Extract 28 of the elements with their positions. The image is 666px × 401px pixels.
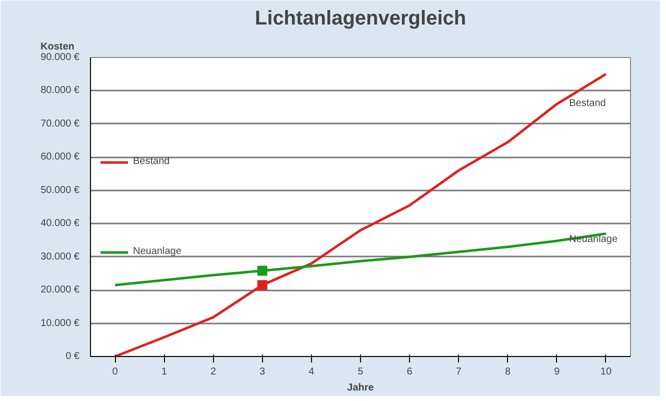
x-tick-label: 2 bbox=[210, 366, 216, 378]
y-tick-label: 60.000 € bbox=[40, 152, 80, 163]
y-tick-label: 20.000 € bbox=[40, 284, 80, 296]
y-tick-label: 80.000 € bbox=[40, 85, 80, 96]
x-axis-title: Jahre bbox=[347, 382, 374, 394]
y-tick-label: 10.000 € bbox=[40, 318, 80, 329]
x-tick-label: 0 bbox=[112, 366, 118, 378]
x-tick-label: 5 bbox=[358, 366, 364, 378]
x-tick-label: 3 bbox=[260, 366, 266, 378]
legend-label: Bestand bbox=[133, 156, 170, 167]
y-axis-title: Kosten bbox=[40, 42, 74, 52]
y-tick-label: 50.000 € bbox=[40, 184, 80, 196]
x-tick-label: 6 bbox=[406, 366, 413, 378]
x-tick-label: 4 bbox=[308, 366, 315, 378]
y-tick-label: 90.000 € bbox=[40, 52, 80, 63]
annotation: Bestand bbox=[569, 98, 606, 110]
x-tick-label: 10 bbox=[600, 366, 612, 378]
y-tick-label: 40.000 € bbox=[40, 218, 80, 230]
x-tick-label: 9 bbox=[554, 366, 560, 378]
y-tick-label: 30.000 € bbox=[40, 251, 80, 262]
legend-label: Neuanlage bbox=[133, 246, 182, 257]
chart-title: Lichtanlagenvergleich bbox=[254, 8, 466, 30]
y-tick-label: 0 € bbox=[66, 351, 80, 362]
x-tick-label: 7 bbox=[456, 366, 462, 378]
x-tick-label: 8 bbox=[504, 366, 511, 378]
annotation: Neuanlage bbox=[569, 234, 618, 246]
y-tick-label: 70.000 € bbox=[40, 118, 80, 130]
x-tick-label: 1 bbox=[161, 366, 168, 378]
